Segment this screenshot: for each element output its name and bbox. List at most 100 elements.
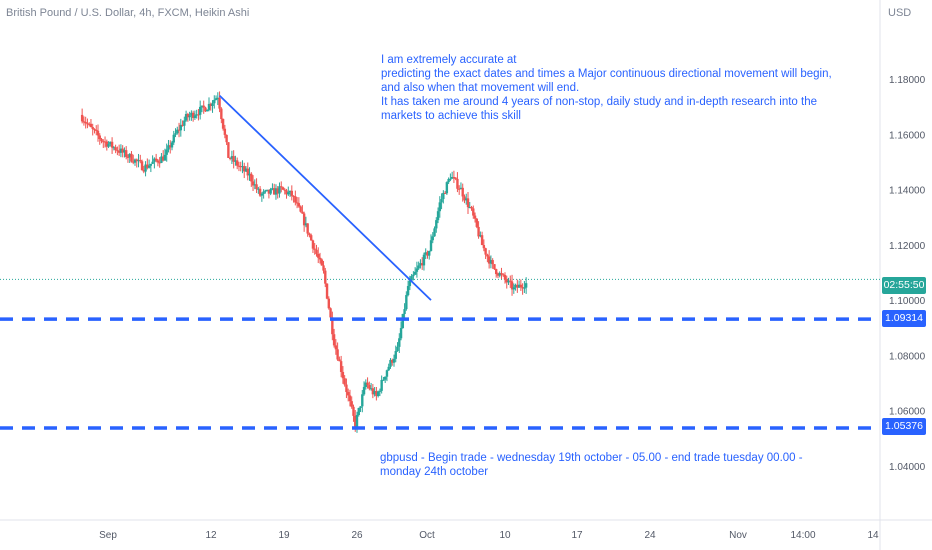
candle-body — [345, 384, 348, 393]
trendline[interactable] — [218, 94, 432, 301]
candle-body — [89, 123, 93, 128]
candle-body — [243, 166, 246, 172]
candle-body — [523, 287, 526, 289]
candle-body — [306, 223, 309, 234]
x-tick-label: 26 — [351, 530, 363, 541]
candle-body — [450, 177, 454, 179]
candle-body — [294, 196, 297, 203]
candle-body — [457, 188, 461, 190]
candle-body — [334, 345, 338, 350]
candle-body — [126, 156, 130, 158]
candle-body — [95, 129, 98, 131]
candle-body — [477, 226, 480, 237]
candle-body — [362, 386, 366, 395]
candle-body — [176, 129, 179, 134]
candle-body — [163, 154, 167, 161]
candle-body — [214, 98, 218, 100]
candle-body — [288, 190, 292, 193]
candle-body — [232, 156, 235, 162]
candle-body — [410, 276, 413, 281]
candle-body — [494, 269, 498, 275]
candle-body — [355, 415, 359, 428]
candle-body — [220, 108, 223, 119]
candle-body — [401, 314, 405, 329]
candle-body — [206, 109, 209, 112]
candle-body — [503, 275, 507, 280]
candle-body — [91, 127, 94, 130]
candle-body — [202, 105, 205, 108]
candle-body — [158, 162, 161, 164]
candle-body — [440, 199, 443, 203]
candle-body — [257, 188, 260, 190]
candle-body — [100, 139, 103, 142]
annotation-note-bottom[interactable]: gbpusd - Begin trade - wednesday 19th oc… — [380, 452, 803, 478]
candle-body — [156, 160, 160, 163]
candle-body — [146, 164, 149, 168]
candle-body — [169, 145, 172, 148]
x-tick-label: 12 — [205, 530, 217, 541]
y-tick-label: 1.12000 — [889, 241, 926, 252]
candle-body — [376, 391, 380, 397]
candle-body — [470, 207, 473, 209]
candle-body — [80, 114, 84, 122]
candle-body — [200, 105, 204, 107]
candle-body — [241, 166, 244, 168]
candle-body — [103, 141, 107, 143]
candle-body — [486, 254, 489, 257]
candle-body — [281, 187, 285, 190]
candle-body — [480, 235, 484, 246]
candle-body — [276, 188, 279, 194]
candle-body — [295, 202, 299, 204]
candle-body — [223, 128, 227, 135]
candle-body — [82, 121, 86, 123]
candle-body — [272, 188, 276, 195]
y-tick-label: 1.14000 — [889, 186, 926, 197]
candle-body — [436, 211, 440, 221]
x-tick-label: 19 — [278, 530, 290, 541]
candle-body — [133, 159, 137, 163]
candle-body — [447, 178, 450, 183]
y-tick-label: 1.16000 — [889, 130, 926, 141]
candle-body — [197, 114, 200, 116]
candle-body — [332, 334, 336, 346]
candle-body — [408, 280, 412, 287]
candle-body — [154, 158, 158, 161]
candle-body — [174, 133, 177, 135]
candle-body — [308, 233, 311, 236]
candle-body — [274, 188, 278, 195]
candle-body — [139, 160, 142, 162]
candle-body — [435, 220, 438, 229]
candle-body — [329, 308, 332, 318]
candle-body — [260, 193, 264, 196]
candle-body — [265, 189, 269, 191]
candle-body — [422, 254, 426, 266]
y-tick-label: 1.04000 — [889, 462, 926, 473]
candle-body — [442, 192, 445, 200]
candle-body — [461, 187, 464, 197]
candle-body — [369, 388, 373, 390]
x-tick-label: Sep — [99, 530, 117, 541]
x-tick-label: 14:00 — [790, 530, 815, 541]
candle-body — [119, 148, 123, 153]
candle-body — [459, 187, 463, 190]
candle-body — [399, 328, 403, 339]
candle-body — [250, 173, 253, 182]
candle-body — [102, 141, 105, 143]
candle-body — [373, 390, 376, 395]
candle-body — [235, 160, 239, 166]
candle-body — [161, 156, 165, 161]
candle-body — [190, 112, 193, 116]
candle-body — [227, 142, 230, 158]
candle-body — [371, 388, 375, 395]
candle-body — [429, 240, 433, 251]
annotation-note-top[interactable]: I am extremely accurate at predicting th… — [381, 54, 832, 122]
candle-body — [456, 178, 459, 189]
candle-body — [517, 284, 521, 288]
candle-body — [278, 186, 281, 194]
candle-body — [204, 107, 207, 112]
candle-body — [301, 211, 304, 214]
candle-body — [239, 166, 242, 168]
candle-body — [251, 181, 255, 186]
candle-body — [405, 295, 408, 310]
